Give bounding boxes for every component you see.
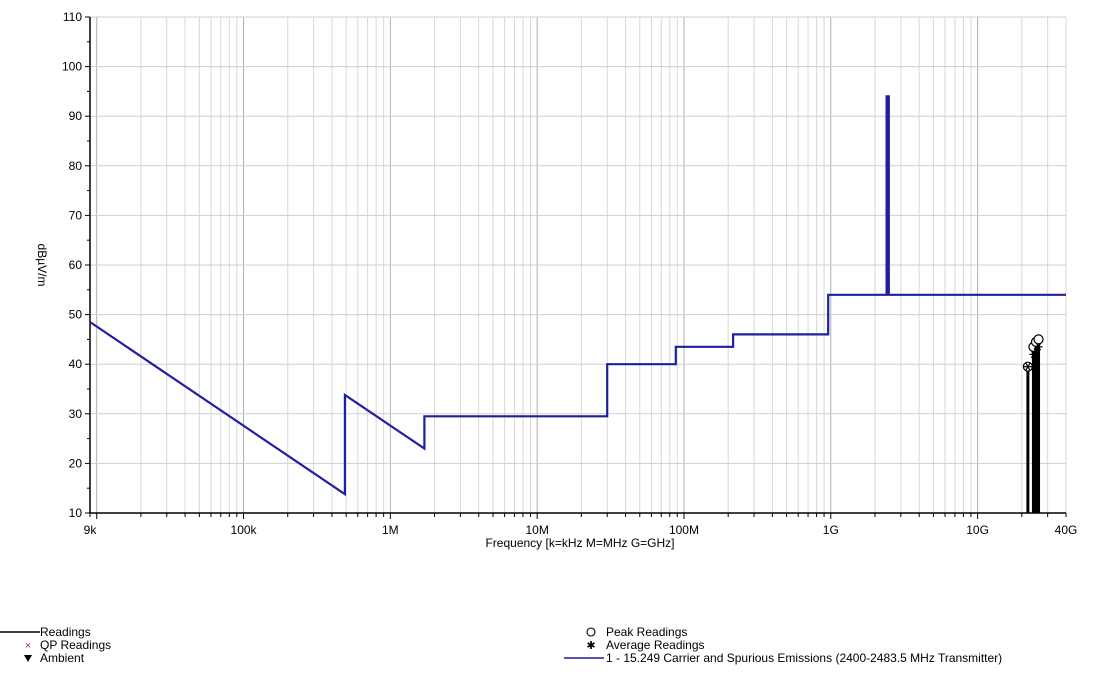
limit-line — [89, 95, 1066, 497]
y-tick-label: 50 — [69, 308, 83, 322]
y-tick-label: 10 — [69, 506, 83, 520]
x-tick-label: 10G — [966, 523, 989, 537]
y-axis-title: dBµV/m — [35, 244, 49, 287]
y-tick-label: 70 — [69, 208, 83, 222]
x-tick-label: 10M — [525, 523, 548, 537]
asterisk-stroke — [1036, 343, 1042, 351]
average-reading-marker — [1023, 362, 1032, 371]
y-tick-label: 110 — [63, 10, 82, 24]
x-tick-label: 40G — [1055, 523, 1078, 537]
legend-item: ✱ Average Readings — [586, 638, 704, 652]
y-tick-label: 40 — [69, 357, 83, 371]
peak-reading-marker — [1033, 334, 1044, 345]
x-tick-label: 100M — [669, 523, 699, 537]
asterisk-stroke — [1025, 362, 1031, 371]
y-tick-label: 60 — [69, 258, 83, 272]
legend-item: Peak Readings — [586, 625, 687, 639]
legend-item: Ambient — [24, 651, 85, 665]
x-tick-label: 1M — [382, 523, 399, 537]
legend-item: × QP Readings — [25, 638, 111, 652]
data-layer — [89, 95, 1066, 513]
x-axis-title: Frequency [k=kHz M=MHz G=GHz] — [485, 536, 674, 550]
y-tick-label: 20 — [69, 456, 83, 470]
legend-item: 1 - 15.249 Carrier and Spurious Emission… — [564, 651, 1002, 665]
y-tick-label: 80 — [69, 159, 83, 173]
legend-label: Peak Readings — [606, 625, 687, 639]
legend-x-symbol: × — [25, 640, 31, 652]
axis-layer: 10 20 30 40 50 60 70 80 90 100 110 9k 100k 1M 10M 100M 1… — [35, 10, 1077, 550]
y-tick-label: 30 — [69, 407, 83, 421]
legend-triangle-symbol — [24, 655, 32, 662]
grid-layer — [90, 16, 1067, 514]
x-tick-label: 100k — [231, 523, 258, 537]
legend-item: Readings — [0, 625, 91, 639]
legend-asterisk-symbol: ✱ — [586, 640, 595, 652]
legend-label: 1 - 15.249 Carrier and Spurious Emission… — [606, 651, 1002, 665]
legend-label: QP Readings — [40, 638, 111, 652]
legend-label: Ambient — [40, 651, 85, 665]
x-tick-label: 9k — [84, 523, 98, 537]
y-tick-label: 100 — [62, 60, 82, 74]
legend-circle-symbol — [586, 627, 596, 637]
legend-label: Average Readings — [606, 638, 705, 652]
legend-label: Readings — [40, 625, 91, 639]
x-tick-label: 1G — [823, 523, 839, 537]
average-reading-marker — [1034, 343, 1043, 351]
y-tick-label: 90 — [69, 109, 83, 123]
